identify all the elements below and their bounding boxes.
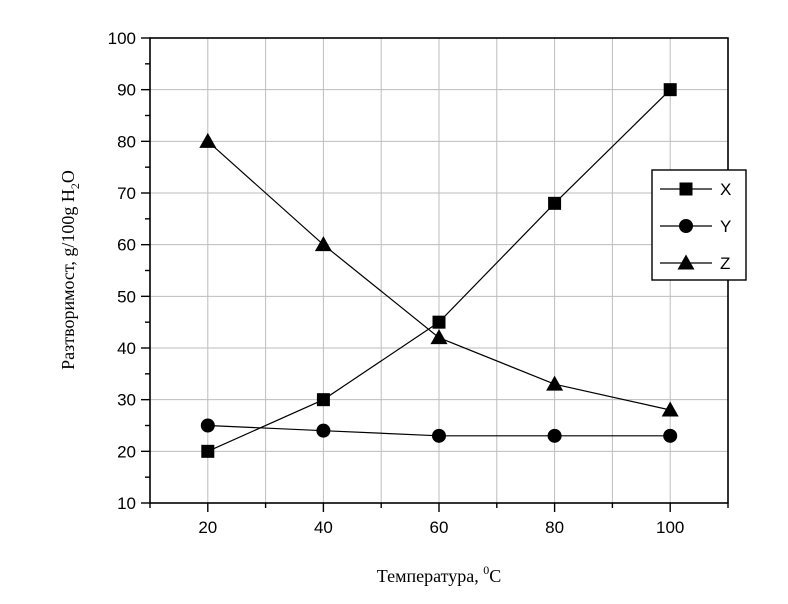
series-x-point bbox=[548, 196, 562, 210]
legend-y-marker bbox=[679, 219, 693, 233]
series-y-point bbox=[547, 428, 562, 443]
x-tick-label: 40 bbox=[314, 518, 333, 537]
series-z-point bbox=[314, 236, 332, 252]
legend-z-label: Z bbox=[720, 254, 730, 273]
series-y-point bbox=[200, 418, 215, 433]
y-axis-title-end: O bbox=[58, 170, 78, 183]
x-tick-label: 60 bbox=[430, 518, 449, 537]
legend-box bbox=[651, 169, 747, 281]
legend-z-marker bbox=[677, 254, 695, 270]
y-axis-title-sub: 2 bbox=[68, 183, 82, 189]
x-axis-title-main: Температура, bbox=[377, 566, 483, 586]
series-x-point bbox=[432, 315, 446, 329]
x-axis-title: Температура, 0C bbox=[377, 563, 501, 586]
series-x-point bbox=[201, 444, 215, 458]
y-tick-label: 40 bbox=[117, 339, 136, 358]
y-tick-label: 80 bbox=[117, 132, 136, 151]
y-tick-label: 50 bbox=[117, 287, 136, 306]
y-tick-label: 100 bbox=[108, 29, 136, 48]
series-y-point bbox=[316, 423, 331, 438]
series-x-point bbox=[663, 83, 677, 97]
y-tick-label: 10 bbox=[117, 494, 136, 513]
y-tick-label: 70 bbox=[117, 184, 136, 203]
y-tick-label: 90 bbox=[117, 81, 136, 100]
x-axis-title-sup: 0 bbox=[483, 563, 489, 577]
y-axis-title-main: Разтворимост, g/100g H bbox=[58, 189, 78, 370]
series-y-point bbox=[432, 428, 446, 443]
series-z-point bbox=[199, 132, 217, 148]
series bbox=[199, 83, 679, 458]
series-z-point bbox=[430, 329, 448, 345]
series-z-point bbox=[661, 401, 679, 417]
legend-y-label: Y bbox=[720, 217, 731, 236]
series-z-point bbox=[546, 375, 564, 391]
x-tick-label: 100 bbox=[656, 518, 684, 537]
legend: XYZ bbox=[651, 169, 747, 281]
y-tick-label: 20 bbox=[117, 442, 136, 461]
x-axis-title-unit: C bbox=[489, 566, 501, 586]
x-tick-label: 20 bbox=[198, 518, 217, 537]
y-axis-title: Разтворимост, g/100g H2O bbox=[58, 170, 82, 370]
series-x-point bbox=[316, 393, 330, 407]
axis-ticks: 10 20 30 40 50 60 70 80 90 100 20 40 60 80 100 bbox=[108, 29, 729, 537]
series-y-point bbox=[663, 428, 678, 443]
y-tick-label: 60 bbox=[117, 236, 136, 255]
grid bbox=[150, 38, 728, 503]
legend-x-marker bbox=[679, 182, 693, 196]
legend-x-label: X bbox=[720, 180, 731, 199]
x-tick-label: 80 bbox=[545, 518, 564, 537]
y-tick-label: 30 bbox=[117, 391, 136, 410]
